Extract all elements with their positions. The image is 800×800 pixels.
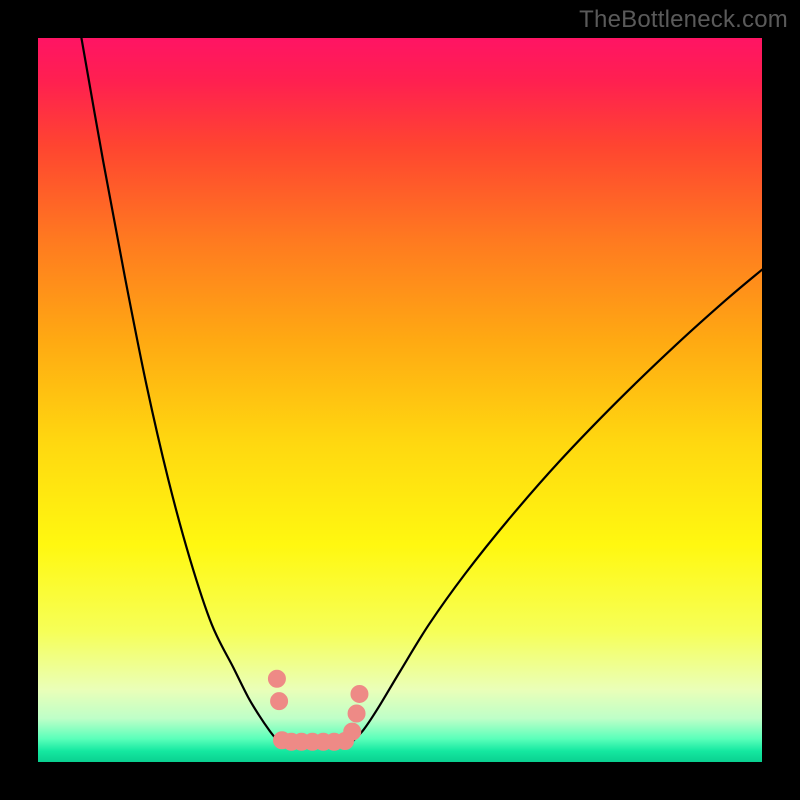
- data-marker: [351, 685, 368, 702]
- plot-area: [38, 38, 762, 762]
- gradient-background: [38, 38, 762, 762]
- data-marker: [268, 670, 285, 687]
- chart-viewport: TheBottleneck.com: [0, 0, 800, 800]
- data-marker: [348, 705, 365, 722]
- data-marker: [344, 723, 361, 740]
- data-marker: [271, 693, 288, 710]
- watermark-label: TheBottleneck.com: [579, 6, 788, 34]
- bottleneck-chart-svg: [38, 38, 762, 762]
